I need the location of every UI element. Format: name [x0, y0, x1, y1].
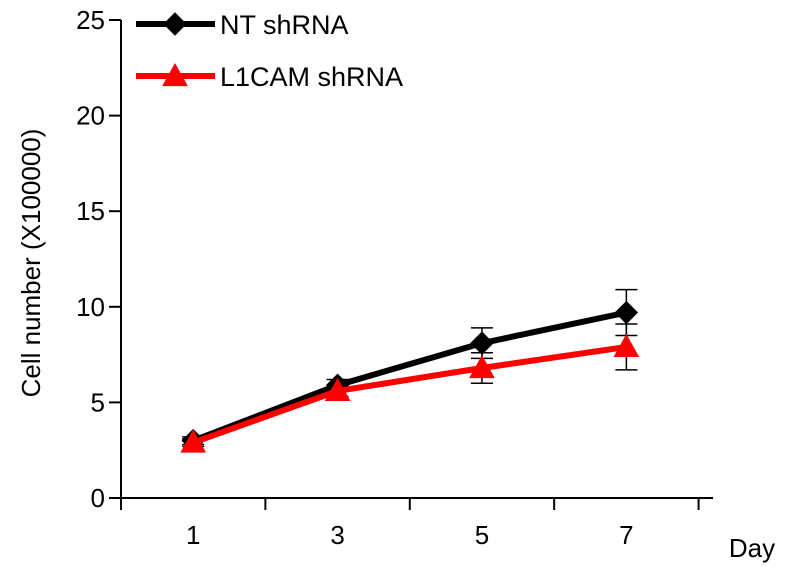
y-tick-label: 25 — [76, 5, 105, 35]
y-tick-label: 20 — [76, 101, 105, 131]
y-tick-label: 5 — [91, 387, 105, 417]
legend: NT shRNA L1CAM shRNA — [136, 10, 403, 92]
data-point — [614, 300, 639, 325]
y-axis-title: Cell number (X100000) — [16, 129, 46, 398]
y-tick-label: 10 — [76, 292, 105, 322]
y-tick-label: 15 — [76, 196, 105, 226]
data-point — [613, 333, 640, 358]
x-tick-label: 1 — [186, 520, 200, 550]
data-point — [469, 354, 495, 379]
legend-marker — [162, 62, 188, 87]
data-point — [470, 331, 494, 355]
legend-label: NT shRNA — [220, 10, 349, 40]
series-line — [192, 343, 627, 446]
series-line — [192, 309, 627, 444]
y-ticks: 0 5 10 15 20 25 — [76, 5, 121, 513]
data-point — [324, 377, 351, 402]
x-tick-label: 5 — [475, 520, 489, 550]
series-nt-shrna — [181, 288, 639, 453]
x-axis-title: Day — [729, 533, 775, 563]
legend-marker — [163, 12, 187, 36]
legend-item: NT shRNA — [136, 10, 349, 40]
data-point — [180, 429, 207, 453]
x-tick-label: 7 — [619, 520, 633, 550]
legend-label: L1CAM shRNA — [220, 62, 403, 92]
x-tick-label: 3 — [330, 520, 344, 550]
axes — [120, 20, 713, 499]
x-ticks: 1 3 5 7 — [120, 498, 700, 550]
series-layer — [180, 288, 640, 453]
legend-item: L1CAM shRNA — [136, 62, 403, 92]
y-tick-label: 0 — [91, 483, 105, 513]
series-l1cam-shrna — [180, 323, 640, 453]
